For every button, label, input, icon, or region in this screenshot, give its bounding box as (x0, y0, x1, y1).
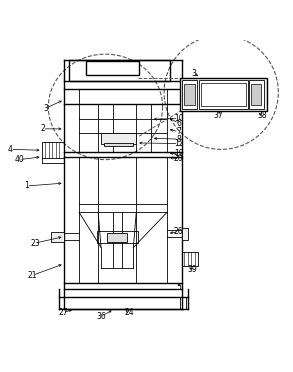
Text: 23: 23 (30, 238, 40, 248)
Text: 2: 2 (40, 124, 45, 134)
Text: 27: 27 (58, 308, 68, 317)
Text: 12: 12 (174, 139, 183, 148)
Bar (249, 80, 264, 109)
Text: 40: 40 (14, 155, 24, 164)
Bar (184, 84, 195, 105)
Text: 7: 7 (176, 127, 181, 136)
Text: 39: 39 (187, 265, 197, 274)
Text: 1: 1 (24, 182, 29, 190)
Text: 5: 5 (176, 283, 181, 292)
Bar (101, 133, 136, 144)
Bar (180, 78, 267, 111)
Text: 38: 38 (258, 111, 267, 120)
Bar (182, 228, 188, 240)
Bar (104, 142, 133, 145)
Text: 20: 20 (174, 154, 183, 163)
Text: 26: 26 (174, 227, 183, 236)
Bar (51, 232, 64, 242)
Bar (182, 80, 197, 109)
Bar (86, 61, 139, 75)
Text: 21: 21 (28, 271, 37, 280)
Text: 10: 10 (174, 114, 183, 123)
Text: 4: 4 (8, 145, 13, 154)
Text: 6: 6 (176, 119, 181, 128)
Bar (182, 251, 198, 266)
Text: 8: 8 (176, 135, 181, 144)
Bar (201, 83, 246, 106)
Bar (199, 80, 248, 109)
Text: 19: 19 (174, 149, 183, 158)
Text: 24: 24 (124, 308, 134, 317)
Bar (107, 233, 127, 242)
Text: 36: 36 (96, 312, 106, 321)
Text: 3: 3 (43, 104, 48, 113)
Bar (251, 84, 261, 105)
Text: 37: 37 (213, 111, 223, 120)
Bar (69, 60, 170, 80)
Text: 3: 3 (191, 69, 196, 78)
Bar (97, 231, 138, 243)
Bar (42, 142, 64, 158)
